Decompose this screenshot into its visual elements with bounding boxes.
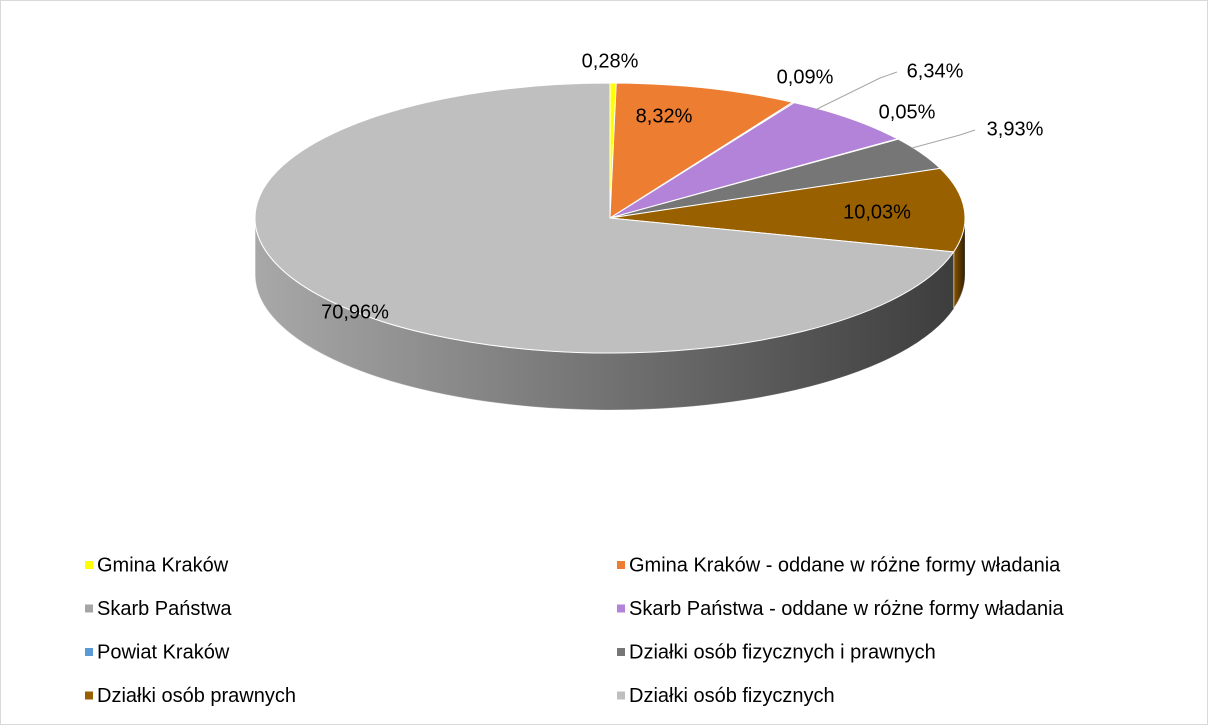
legend-swatch: [617, 561, 625, 569]
slice: [609, 102, 899, 219]
legend-label: Skarb Państwa: [97, 598, 232, 620]
legend-swatch: [617, 604, 625, 613]
data-label: 10,03%: [843, 201, 911, 223]
legend-swatch: [617, 691, 625, 700]
legend-label: Powiat Kraków: [97, 641, 230, 663]
legend-label: Działki osób prawnych: [97, 685, 296, 707]
legend-label: Gmina Kraków - oddane w różne formy wład…: [629, 554, 1061, 576]
legend-label: Działki osób fizycznych i prawnych: [629, 641, 936, 663]
legend-swatch: [85, 648, 93, 656]
data-label: 6,34%: [907, 60, 964, 82]
data-label: 3,93%: [987, 118, 1044, 140]
data-label: 0,28%: [582, 50, 639, 72]
legend-label: Skarb Państwa - oddane w różne formy wła…: [629, 598, 1065, 620]
legend-swatch: [85, 561, 93, 569]
leader-line: [911, 129, 976, 149]
slice: [609, 82, 794, 219]
legend-label: Działki osób fizycznych: [629, 685, 835, 707]
legend-label: Gmina Kraków: [97, 554, 229, 576]
legend-swatch: [617, 648, 625, 656]
slice-side-shade: [953, 218, 965, 309]
slice: [609, 167, 966, 253]
data-label: 70,96%: [321, 301, 389, 323]
slice-side-shade: [255, 218, 954, 410]
data-label: 8,32%: [636, 105, 693, 127]
slice: [254, 82, 955, 354]
leader-line: [814, 71, 898, 111]
data-label: 0,09%: [777, 66, 834, 88]
data-label: 0,05%: [879, 101, 936, 123]
legend-swatch: [85, 604, 93, 613]
legend-swatch: [85, 691, 93, 700]
